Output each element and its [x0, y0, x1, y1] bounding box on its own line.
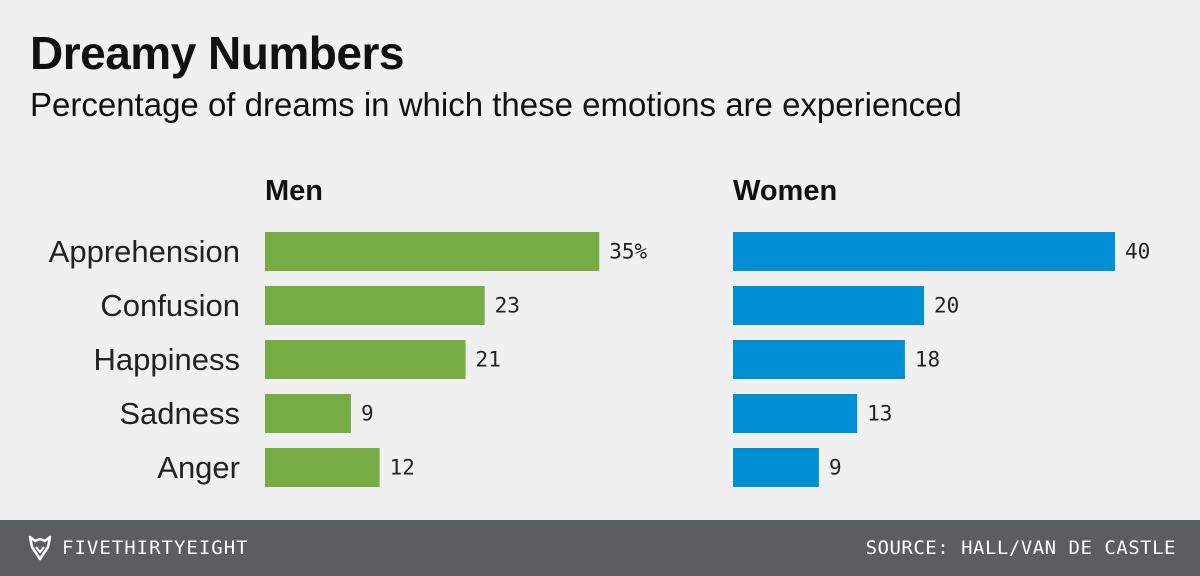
brand-logo: FIVETHIRTYEIGHT [28, 520, 249, 576]
data-label: 12 [390, 456, 415, 480]
category-label: Sadness [119, 396, 240, 431]
bar-men [265, 340, 466, 379]
bar-women [733, 232, 1115, 271]
series-header-women: Women [733, 175, 837, 207]
data-label: 9 [829, 456, 842, 480]
bar-women [733, 286, 924, 325]
data-label: 18 [915, 348, 940, 372]
chart-title: Dreamy Numbers [30, 27, 404, 79]
bar-men [265, 394, 351, 433]
footer-bar: FIVETHIRTYEIGHT SOURCE: HALL/VAN DE CAST… [0, 520, 1200, 576]
category-label: Happiness [94, 342, 240, 377]
chart-subtitle: Percentage of dreams in which these emot… [30, 86, 962, 123]
bar-chart: Apprehension Confusion Happiness Sadness Ang… [49, 175, 1150, 487]
category-label: Confusion [100, 288, 240, 323]
data-label: 23 [495, 294, 520, 318]
bar-men [265, 286, 485, 325]
data-label: 40 [1125, 240, 1150, 264]
data-label: 13 [867, 402, 892, 426]
brand-name: FIVETHIRTYEIGHT [62, 537, 249, 559]
data-label: 21 [476, 348, 501, 372]
source-note: SOURCE: HALL/VAN DE CASTLE [865, 537, 1176, 559]
data-label: 9 [361, 402, 374, 426]
category-label: Apprehension [49, 234, 240, 269]
bar-women [733, 394, 858, 433]
bar-men [265, 232, 600, 271]
bar-women [733, 340, 905, 379]
bar-men [265, 448, 380, 487]
category-label: Anger [157, 450, 240, 485]
fox-logo-icon [28, 535, 52, 561]
bar-women [733, 448, 819, 487]
series-header-men: Men [265, 175, 323, 207]
data-label: 35% [609, 240, 647, 264]
data-label: 20 [934, 294, 959, 318]
